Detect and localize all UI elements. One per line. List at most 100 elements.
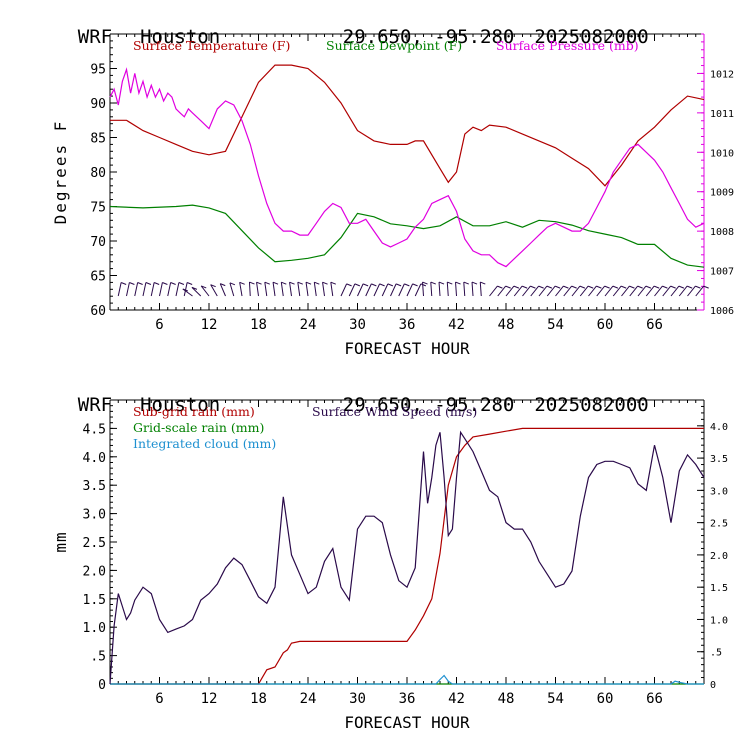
wind-barb-staff (430, 282, 433, 297)
wind-barb-staff (239, 282, 243, 297)
y-tick-label: 2.0 (83, 564, 106, 579)
top-init: 2025082000 (534, 26, 649, 48)
wind-barb-staff (588, 285, 597, 297)
wind-barb-feather (305, 281, 312, 285)
wind-barb-feather (447, 281, 453, 285)
wind-barb-staff (191, 287, 202, 297)
wind-barb-feather (505, 285, 511, 289)
x-tick-label: 12 (201, 691, 218, 707)
x-axis-label: FORECAST HOUR (344, 713, 470, 732)
y2-tick-label: 1.0 (710, 615, 728, 626)
wind-barb-staff (256, 282, 259, 297)
wind-barb-feather (404, 283, 410, 287)
series-line-2 (110, 674, 704, 685)
x-tick-label: 54 (547, 317, 564, 333)
series-line-0 (110, 64, 705, 187)
wind-barb-staff (159, 282, 163, 297)
wind-barb-feather (670, 285, 676, 289)
wind-barb-staff (126, 282, 130, 297)
wind-barb-staff (497, 285, 507, 297)
x-tick-label: 36 (399, 691, 416, 707)
y2-tick-label: 2.5 (710, 519, 728, 530)
y-tick-label: 75 (90, 201, 106, 216)
series-line-0 (110, 427, 704, 685)
wind-barb-feather (455, 281, 461, 285)
wind-barb-staff (175, 282, 180, 297)
y-tick-label: .5 (90, 650, 106, 665)
wind-barb-staff (479, 282, 482, 297)
wind-barb-staff (555, 285, 564, 297)
wind-barb-feather (191, 286, 198, 290)
y2-tick-label: 1.5 (710, 583, 728, 594)
x-tick-label: 18 (250, 691, 267, 707)
wind-barb-staff (398, 283, 405, 297)
wind-barb-staff (200, 285, 210, 297)
wind-barb-feather (239, 281, 245, 285)
wind-barb-staff (406, 283, 414, 297)
y2-tick-label: 1008 (710, 227, 734, 238)
wind-barb-staff (330, 282, 334, 297)
x-tick-label: 6 (155, 691, 163, 707)
wind-barb-staff (357, 283, 364, 297)
wind-barb-staff (134, 282, 139, 297)
wind-barb-staff (381, 283, 389, 297)
temperature-chart: 6 12 18 24 30 36 42 48 54 60 66 FORECAST HOUR 60 65 70… (51, 33, 734, 358)
x-tick-label: 24 (300, 691, 317, 707)
y2-tick-label: 1006 (710, 306, 734, 317)
wind-barb-feather (395, 283, 402, 287)
wind-barb-feather (220, 283, 226, 287)
y2-tick-label: 3.5 (710, 454, 728, 465)
wind-barb-staff (280, 282, 284, 297)
y2-tick-label: 2.0 (710, 551, 728, 562)
wind-barb-feather (182, 288, 188, 292)
wind-barb-feather (530, 285, 536, 289)
wind-barb-staff (645, 285, 655, 297)
top-location: Houston (140, 26, 221, 48)
x-tick-label: 48 (498, 317, 515, 333)
rain-wind-chart: 6 12 18 24 30 36 42 48 54 60 66 FORECAST HOUR 0 .5 1.0… (51, 399, 728, 732)
wind-barb-feather (272, 281, 279, 285)
wind-barb-staff (637, 285, 647, 297)
y-tick-label: 0 (98, 678, 106, 693)
series-line-1 (109, 204, 705, 268)
wind-barb-feather (678, 285, 685, 289)
wind-barbs (117, 281, 709, 297)
legend-entry: Surface Pressure (mb) (496, 38, 639, 53)
y2-tick-label: 0 (710, 680, 716, 691)
y-tick-label: 4.0 (83, 451, 106, 466)
x-tick-label: 66 (646, 317, 663, 333)
wind-barb-feather (620, 285, 627, 289)
y2-tick-label: 3.0 (710, 486, 728, 497)
wind-barb-feather (629, 285, 635, 289)
wind-barb-feather (596, 285, 602, 289)
y2-tick-label: 1010 (710, 148, 734, 159)
wind-barb-staff (629, 285, 639, 297)
wind-barb-staff (422, 282, 424, 297)
wind-barb-feather (178, 282, 185, 285)
wind-barb-staff (563, 285, 573, 297)
wind-barb-feather (430, 281, 436, 285)
wind-barb-feather (463, 281, 469, 285)
y-tick-label: 2.5 (83, 536, 106, 551)
wind-barb-staff (210, 284, 218, 297)
wind-barb-staff (438, 282, 441, 297)
wind-barb-feather (153, 282, 160, 285)
wind-barb-staff (390, 283, 397, 297)
wind-barb-feather (438, 281, 445, 285)
wind-barb-staff (621, 285, 630, 297)
wind-barb-staff (414, 283, 422, 297)
wind-barb-feather (387, 283, 394, 287)
wind-barb-feather (497, 285, 503, 289)
wind-barb-feather (162, 282, 168, 285)
wind-barb-feather (249, 281, 255, 285)
series-line-2 (109, 67, 705, 268)
wind-barb-feather (604, 285, 610, 289)
wind-barb-feather (186, 282, 193, 285)
wind-barb-feather (695, 285, 701, 289)
wind-barb-feather (538, 285, 544, 289)
wind-barb-feather (354, 283, 361, 287)
wind-barb-staff (604, 285, 614, 297)
x-tick-label: 6 (155, 317, 163, 333)
wind-barb-feather (587, 285, 594, 289)
